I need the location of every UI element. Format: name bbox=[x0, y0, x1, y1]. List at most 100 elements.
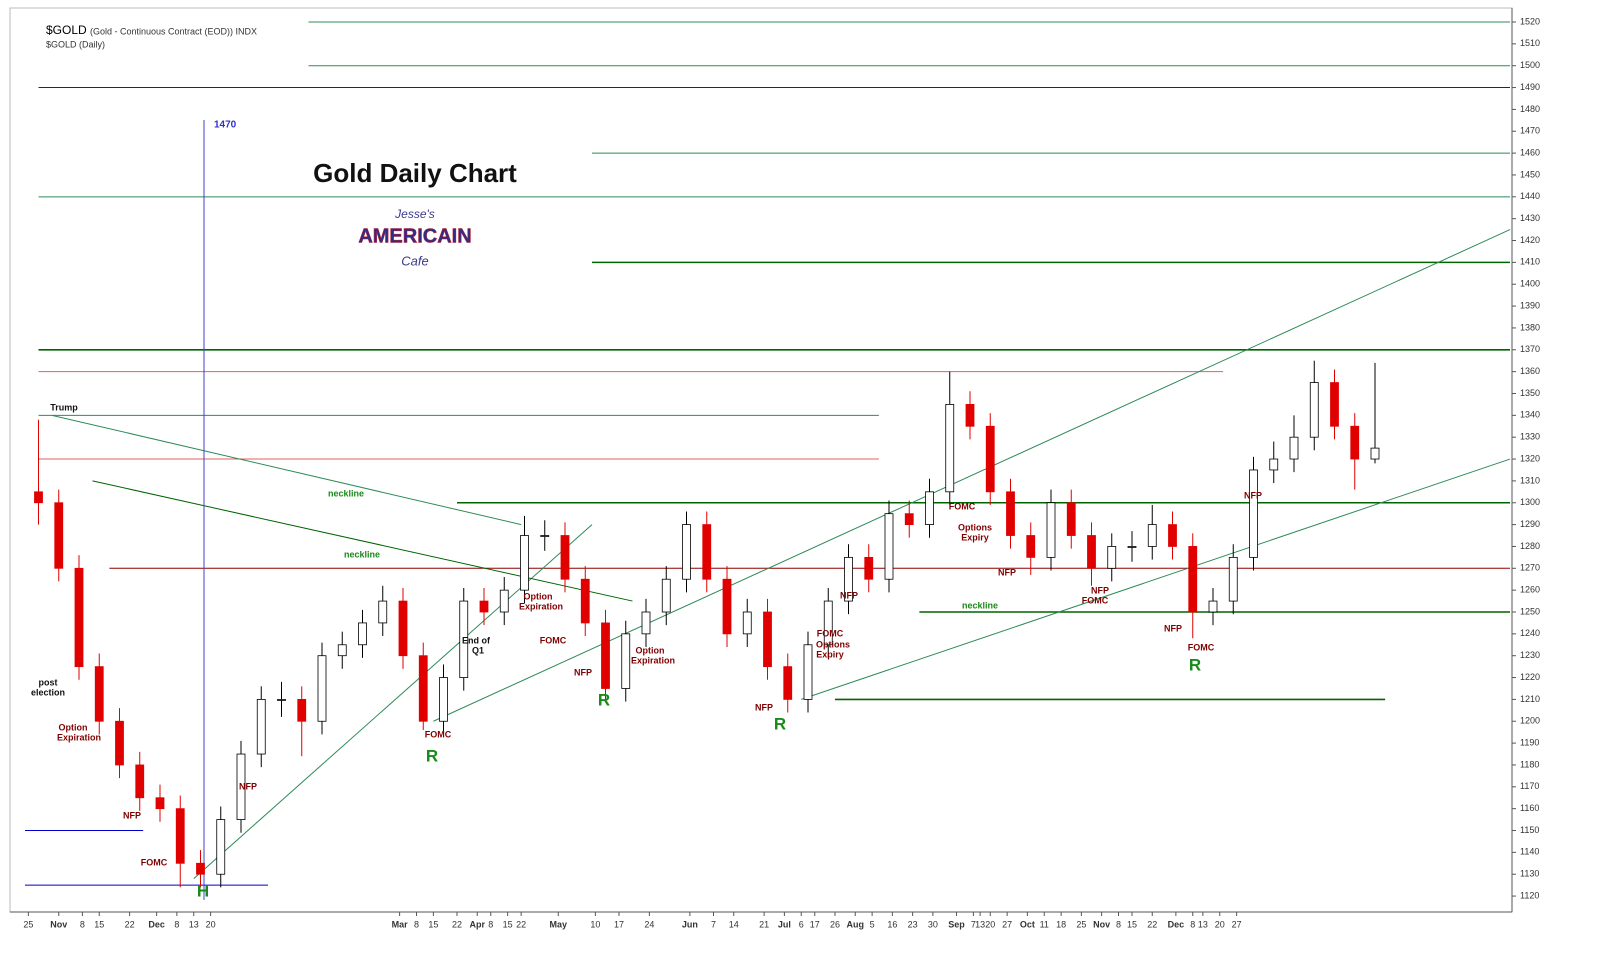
y-tick-label: 1480 bbox=[1520, 104, 1540, 114]
x-tick-label: 22 bbox=[125, 919, 135, 929]
y-tick-label: 1150 bbox=[1520, 825, 1539, 835]
x-tick-label: Jun bbox=[682, 919, 698, 929]
y-tick-label: 1300 bbox=[1520, 497, 1540, 507]
candle-body bbox=[1249, 469, 1258, 558]
x-tick-label: 17 bbox=[810, 919, 820, 929]
candle-body bbox=[378, 600, 388, 624]
candle-body bbox=[661, 578, 671, 613]
x-tick-label: 25 bbox=[23, 919, 33, 929]
candle-body bbox=[783, 666, 793, 700]
x-tick-label: 22 bbox=[452, 919, 462, 929]
annotation: FOMC bbox=[1188, 642, 1215, 652]
annotation: FOMC bbox=[425, 729, 452, 739]
annotation: NFP bbox=[840, 590, 858, 600]
candle-body bbox=[682, 524, 691, 580]
y-tick-label: 1250 bbox=[1520, 606, 1540, 616]
candle-body bbox=[115, 720, 124, 766]
axes: 1120113011401150116011701180119012001210… bbox=[23, 16, 1540, 929]
candle-body bbox=[196, 862, 205, 875]
annotation: NFP bbox=[998, 567, 1016, 577]
candle-body bbox=[418, 655, 428, 722]
x-tick-label: 20 bbox=[1215, 919, 1225, 929]
candle-body bbox=[277, 699, 286, 701]
candle-body bbox=[1168, 524, 1177, 547]
chart-title: Gold Daily Chart bbox=[313, 158, 517, 188]
candle-body bbox=[742, 611, 752, 635]
x-tick-label: 15 bbox=[503, 919, 513, 929]
annotations: TrumppostelectionOptionExpirationNFPFOMC… bbox=[31, 402, 1262, 900]
candle-body bbox=[601, 622, 610, 689]
x-tick-label: 20 bbox=[206, 919, 216, 929]
y-tick-label: 1310 bbox=[1520, 475, 1540, 485]
annotation: FOMC bbox=[949, 501, 976, 511]
y-tick-label: 1160 bbox=[1520, 803, 1539, 813]
x-tick-label: Oct bbox=[1020, 919, 1035, 929]
x-tick-label: 6 bbox=[799, 919, 804, 929]
y-tick-label: 1520 bbox=[1520, 16, 1540, 26]
x-tick-label: 17 bbox=[614, 919, 624, 929]
trendline bbox=[801, 458, 1511, 700]
y-tick-label: 1360 bbox=[1520, 366, 1540, 376]
plot-frame bbox=[9, 7, 1513, 913]
x-tick-label: 27 bbox=[1232, 919, 1242, 929]
y-tick-label: 1450 bbox=[1520, 169, 1540, 179]
candle-body bbox=[1330, 382, 1339, 427]
candle-body bbox=[945, 404, 955, 493]
y-tick-label: 1260 bbox=[1520, 585, 1540, 595]
x-tick-label: 7 bbox=[711, 919, 716, 929]
candle-body bbox=[1370, 447, 1380, 460]
y-tick-label: 1440 bbox=[1520, 191, 1540, 201]
x-tick-label: 8 bbox=[80, 919, 85, 929]
annotation: Expiration bbox=[57, 732, 101, 742]
candle-body bbox=[317, 655, 327, 722]
annotation: NFP bbox=[123, 810, 141, 820]
annotation: NFP bbox=[1091, 585, 1109, 595]
marker-label: 1470 bbox=[214, 120, 237, 131]
candle-body bbox=[74, 567, 84, 668]
candle-body bbox=[297, 699, 307, 722]
candle-body bbox=[1026, 535, 1036, 558]
annotation: post bbox=[39, 677, 58, 687]
y-tick-label: 1470 bbox=[1520, 126, 1540, 136]
candle-body bbox=[864, 556, 874, 580]
candle-body bbox=[398, 600, 408, 657]
y-tick-label: 1340 bbox=[1520, 410, 1540, 420]
candle-body bbox=[763, 611, 772, 668]
y-tick-label: 1380 bbox=[1520, 322, 1540, 332]
x-tick-label: 14 bbox=[729, 919, 739, 929]
annotation: Expiration bbox=[631, 655, 675, 665]
candle-body bbox=[1269, 458, 1279, 471]
candle-body bbox=[479, 600, 489, 613]
y-tick-label: 1390 bbox=[1520, 300, 1540, 310]
x-tick-label: Nov bbox=[50, 919, 67, 929]
y-tick-label: 1220 bbox=[1520, 672, 1540, 682]
annotation: NFP bbox=[574, 667, 592, 677]
annotation: NFP bbox=[239, 781, 257, 791]
candle-body bbox=[1309, 382, 1319, 438]
x-tick-label: 13 bbox=[189, 919, 199, 929]
annotation: election bbox=[31, 687, 65, 697]
x-tick-label: 23 bbox=[908, 919, 918, 929]
annotation: Option bbox=[636, 645, 665, 655]
y-tick-label: 1180 bbox=[1520, 759, 1539, 769]
y-tick-label: 1350 bbox=[1520, 388, 1540, 398]
candle-body bbox=[580, 578, 590, 624]
x-tick-label: 30 bbox=[928, 919, 938, 929]
candle-body bbox=[358, 622, 367, 646]
candle-body bbox=[94, 666, 104, 722]
candle-body bbox=[823, 600, 833, 646]
annotation: Expiration bbox=[519, 601, 563, 611]
x-tick-label: May bbox=[549, 919, 567, 929]
candle-body bbox=[1066, 502, 1076, 536]
x-tick-label: 10 bbox=[590, 919, 600, 929]
x-tick-label: Mar bbox=[392, 919, 409, 929]
candle-body bbox=[155, 797, 165, 810]
candle-body bbox=[621, 633, 631, 689]
y-tick-label: 1240 bbox=[1520, 628, 1540, 638]
x-tick-label: Nov bbox=[1093, 919, 1110, 929]
y-tick-label: 1430 bbox=[1520, 213, 1540, 223]
annotation: Q1 bbox=[472, 645, 484, 655]
x-tick-label: 8 bbox=[1190, 919, 1195, 929]
y-tick-label: 1170 bbox=[1520, 781, 1539, 791]
trendline bbox=[433, 229, 1511, 722]
